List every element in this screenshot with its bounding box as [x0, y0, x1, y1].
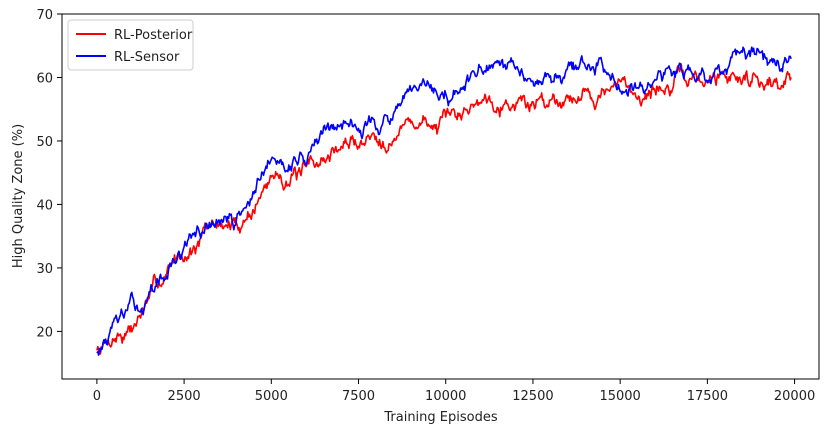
legend-label-rl-sensor: RL-Sensor [114, 50, 180, 65]
x-tick-label: 15000 [599, 389, 640, 404]
x-tick-label: 7500 [342, 389, 375, 404]
x-tick-label: 20000 [774, 389, 815, 404]
x-tick-label: 0 [93, 389, 101, 404]
y-tick-label: 50 [36, 135, 53, 150]
x-axis-title: Training Episodes [383, 410, 497, 425]
x-tick-label: 5000 [255, 389, 288, 404]
series-line-rl-sensor [96, 46, 792, 356]
y-tick-label: 60 [36, 71, 53, 86]
legend-label-rl-posterior: RL-Posterior [114, 28, 193, 43]
x-tick-label: 10000 [425, 389, 466, 404]
y-tick-label: 70 [36, 8, 53, 23]
y-axis: 20 30 40 50 60 70 [36, 8, 62, 340]
plot-frame [61, 13, 820, 380]
series-layer [96, 46, 792, 356]
x-tick-label: 12500 [512, 389, 553, 404]
y-tick-label: 40 [36, 198, 53, 213]
legend: RL-Posterior RL-Sensor [67, 19, 194, 71]
x-tick-label: 17500 [687, 389, 728, 404]
y-axis-title: High Quality Zone (%) [11, 124, 26, 268]
y-tick-label: 20 [36, 325, 53, 340]
x-axis: 0 2500 5000 7500 10000 12500 15000 17500 20000 [93, 379, 815, 404]
legend-box [67, 19, 194, 71]
x-tick-label: 2500 [168, 389, 201, 404]
y-tick-label: 30 [36, 262, 53, 277]
